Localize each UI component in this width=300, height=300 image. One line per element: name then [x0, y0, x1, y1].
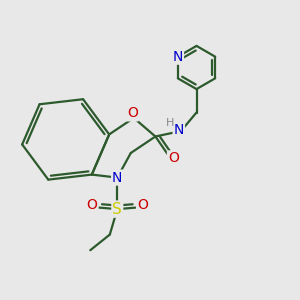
Text: N: N [112, 171, 122, 184]
Text: O: O [127, 106, 138, 120]
Text: O: O [137, 198, 148, 212]
Text: N: N [172, 50, 183, 64]
Text: O: O [168, 152, 179, 165]
Text: O: O [87, 198, 98, 212]
Text: S: S [112, 202, 122, 217]
Text: H: H [166, 118, 175, 128]
Text: N: N [174, 123, 184, 137]
